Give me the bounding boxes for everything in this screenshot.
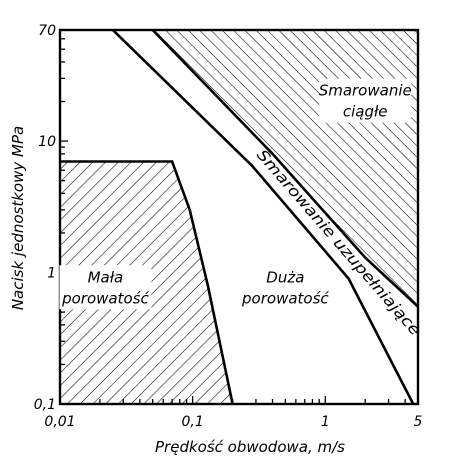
- continuous-lubrication-boundary: [151, 30, 418, 308]
- continuous-lubrication-label-line2: ciągłe: [343, 103, 388, 121]
- y-tick-label: 0,1: [34, 397, 56, 413]
- continuous-lubrication-label-bg: [319, 78, 412, 123]
- low-porosity-boundary: [60, 160, 234, 404]
- low-porosity-label-bg: [59, 265, 152, 310]
- high-porosity-label-line2: porowatość: [241, 289, 329, 307]
- x-axis-title: Prędkość obwodowa, m/s: [155, 438, 345, 456]
- x-tick-label: 5: [414, 414, 423, 430]
- low-porosity-label-line2: porowatość: [61, 289, 149, 307]
- x-tick-label: 0,1: [182, 414, 204, 430]
- y-tick-label: 1: [47, 266, 56, 282]
- continuous-lubrication-label-line1: Smarowanie: [319, 82, 412, 100]
- high-porosity-label-line1: Duża: [266, 268, 304, 286]
- y-axis-title: Nacisk jednostkowy MPa: [9, 126, 27, 310]
- x-tick-label: 0,01: [44, 414, 75, 430]
- y-tick-label: 70: [38, 23, 56, 39]
- supplementary-lubrication-boundary: [111, 30, 415, 404]
- x-tick-label: 1: [321, 414, 330, 430]
- y-tick-label: 10: [38, 134, 56, 150]
- low-porosity-label-line1: Mała: [88, 268, 124, 286]
- plot-frame: [58, 28, 420, 406]
